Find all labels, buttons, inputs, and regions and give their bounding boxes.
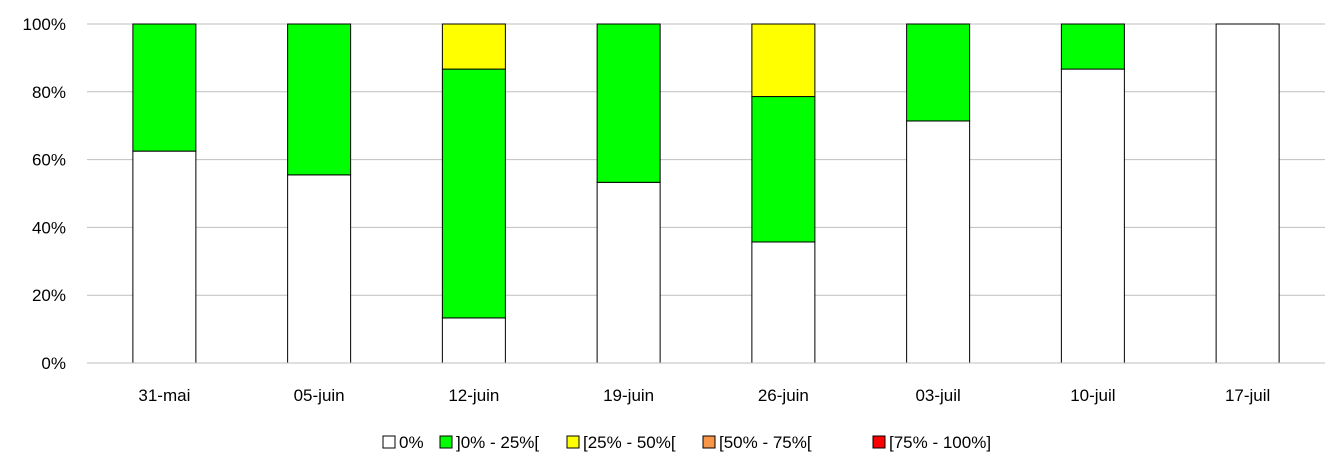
legend-label: [75% - 100%] [889,433,991,452]
bar-segment [751,96,816,243]
y-tick-label: 100% [23,15,66,34]
bar-segment [1060,23,1125,70]
y-tick-label: 0% [41,354,66,373]
bar-segment [906,120,971,364]
bar-segment [287,23,352,176]
bars [132,23,1280,364]
bar-segment [1060,68,1125,364]
legend-swatch [382,435,396,449]
x-tick-label: 26-juin [758,386,809,405]
x-tick-label: 12-juin [448,386,499,405]
y-tick-label: 80% [32,83,66,102]
x-tick-label: 05-juin [294,386,345,405]
legend: 0% ]0% - 25%[ [25% - 50%[ [50% - 75%[ [75% -… [382,433,991,452]
gridlines [87,23,1325,296]
x-tick-label: 17-juil [1225,386,1270,405]
x-tick-label: 03-juil [915,386,960,405]
bar-segment [1215,23,1280,364]
legend-label: [50% - 75%[ [719,433,812,452]
y-tick-label: 40% [32,218,66,237]
y-tick-label: 20% [32,286,66,305]
legend-label: ]0% - 25%[ [456,433,539,452]
bar-segment [132,23,197,152]
legend-swatch [566,435,580,449]
bar-segment [906,23,971,122]
bar-segment [441,317,506,364]
legend-label: [25% - 50%[ [583,433,676,452]
x-tick-label: 10-juil [1070,386,1115,405]
legend-swatch [702,435,716,449]
bar-segment [751,23,816,98]
x-axis-tick-labels: 31-mai 05-juin 12-juin 19-juin 26-juin 03-jui… [138,386,1270,405]
x-tick-label: 19-juin [603,386,654,405]
bar-segment [441,68,506,319]
legend-swatch [439,435,453,449]
bar-segment [287,174,352,364]
bar-segment [596,181,661,364]
x-tick-label: 31-mai [138,386,190,405]
y-tick-label: 60% [32,151,66,170]
bar-segment [132,150,197,364]
bar-segment [596,23,661,183]
y-axis-tick-labels: 0% 20% 40% 60% 80% 100% [23,15,66,373]
legend-label: 0% [399,433,424,452]
bar-segment [441,23,506,70]
bar-segment [751,241,816,364]
legend-swatch [872,435,886,449]
